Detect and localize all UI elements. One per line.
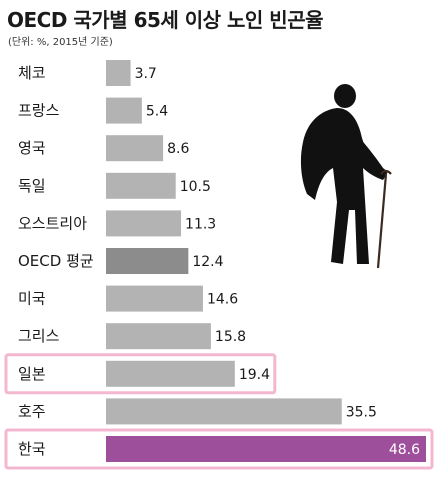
category-label-2: 영국 <box>18 139 46 157</box>
category-label-6: 미국 <box>18 290 46 308</box>
value-label-2: 8.6 <box>167 141 189 157</box>
value-label-1: 5.4 <box>146 104 168 120</box>
category-label-0: 체코 <box>18 64 46 82</box>
value-label-0: 3.7 <box>135 66 157 82</box>
value-label-7: 15.8 <box>215 329 246 345</box>
highlight-box-korea <box>4 428 434 470</box>
category-label-3: 독일 <box>18 177 46 195</box>
bar-6 <box>106 285 203 312</box>
bar-7 <box>106 323 211 350</box>
bar-8 <box>106 360 235 387</box>
chart-title: OECD 국가별 65세 이상 노인 빈곤율 <box>7 8 324 32</box>
category-label-4: 오스트리아 <box>18 214 87 232</box>
value-label-9: 35.5 <box>346 404 377 420</box>
bar-1 <box>106 97 142 124</box>
category-label-9: 호주 <box>18 402 46 420</box>
highlight-box-japan <box>4 353 277 395</box>
chart-subtitle: (단위: %, 2015년 기준) <box>8 37 113 48</box>
value-label-3: 10.5 <box>180 179 211 195</box>
category-label-7: 그리스 <box>18 327 60 345</box>
value-label-8: 19.4 <box>239 367 270 383</box>
value-label-5: 12.4 <box>192 254 223 270</box>
category-label-10: 한국 <box>18 440 46 458</box>
value-label-6: 14.6 <box>207 292 238 308</box>
bar-4 <box>106 210 182 237</box>
bar-5 <box>106 248 189 274</box>
bar-10 <box>106 436 426 462</box>
value-label-10: 48.6 <box>389 442 420 458</box>
bar-0 <box>106 60 131 86</box>
bar-2 <box>106 135 164 162</box>
bar-3 <box>106 172 176 199</box>
category-label-1: 프랑스 <box>18 102 60 120</box>
value-label-4: 11.3 <box>185 216 216 232</box>
category-label-8: 일본 <box>18 365 46 383</box>
category-label-5: OECD 평균 <box>18 252 94 270</box>
bar-9 <box>106 398 342 425</box>
elderly-person-with-cane-icon <box>300 84 392 269</box>
